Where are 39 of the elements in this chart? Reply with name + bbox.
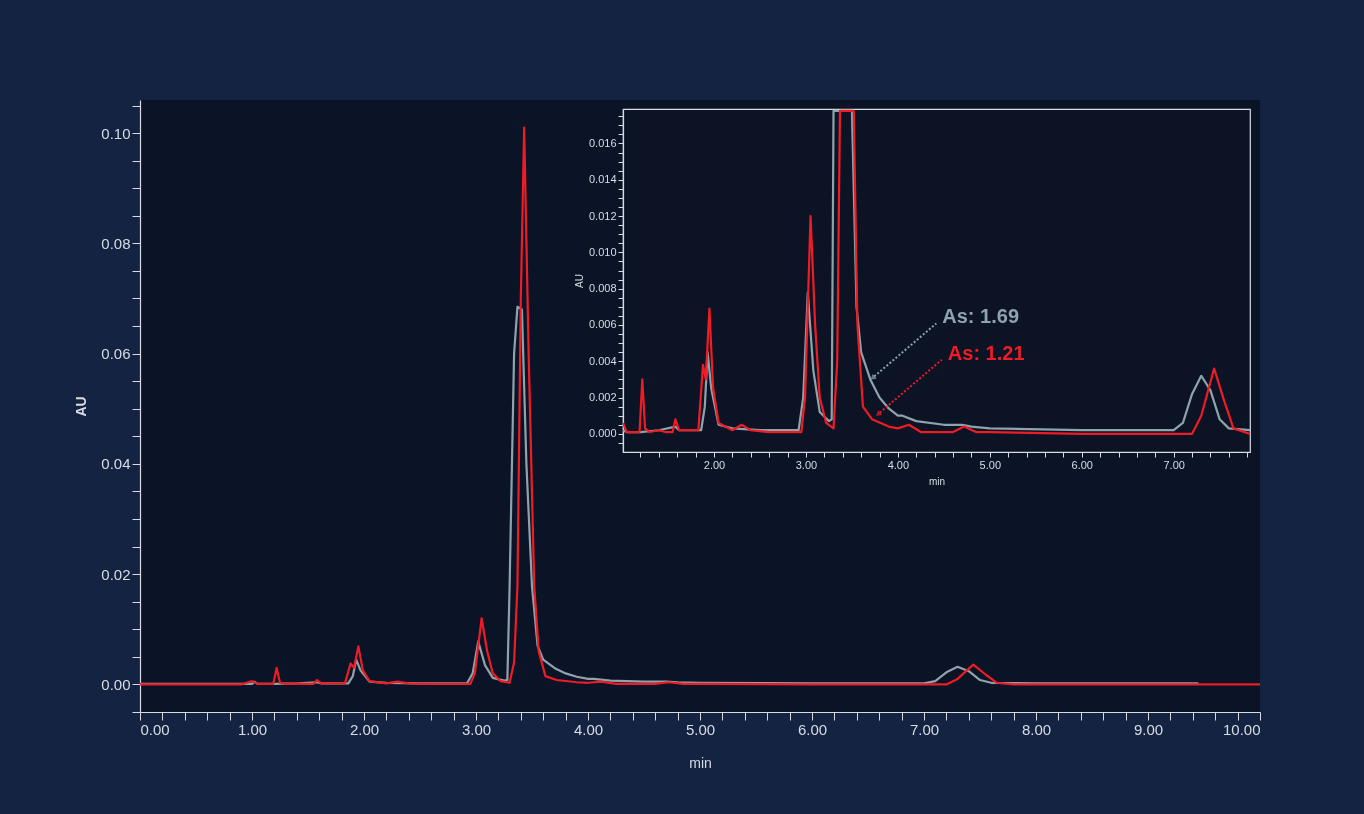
- y-tick-label: 0.010: [588, 245, 617, 258]
- y-tick-label: 0.06: [101, 345, 131, 363]
- x-tick-label: 6.00: [797, 720, 828, 738]
- x-tick-label: 7.00: [1163, 458, 1185, 471]
- y-tick-label: 0.10: [101, 124, 131, 142]
- y-tick-label: 0.016: [588, 136, 617, 149]
- x-axis-title: min: [689, 754, 712, 771]
- y-tick-label: 0.006: [588, 318, 617, 331]
- x-tick-label: 1.00: [237, 720, 268, 738]
- annotation: As: 1.21: [947, 341, 1025, 364]
- line-series: [140, 126, 1260, 686]
- x-tick-label: 3.00: [461, 720, 492, 738]
- x-axis-title: min: [928, 475, 946, 487]
- y-tick-label: 0.08: [101, 234, 131, 252]
- y-tick-label: 0.002: [588, 391, 617, 404]
- x-tick-label: 4.00: [573, 720, 604, 738]
- y-axis-title: AU: [73, 396, 90, 417]
- x-tick-label: 2.00: [349, 720, 380, 738]
- x-tick-label: 2.00: [703, 458, 726, 471]
- x-tick-label: 5.00: [685, 720, 716, 738]
- y-tick-label: 0.012: [588, 209, 617, 222]
- y-tick-label: 0.04: [101, 455, 131, 473]
- x-tick-label: 9.00: [1133, 720, 1164, 738]
- y-axis-title: AU: [573, 274, 585, 288]
- y-tick-label: 0.02: [101, 565, 131, 583]
- x-tick-label: 10.00: [1222, 720, 1261, 738]
- y-tick-label: 0.008: [588, 282, 617, 295]
- y-tick-label: 0.014: [588, 173, 617, 186]
- x-tick-label: 5.00: [979, 458, 1002, 471]
- x-tick-label: 3.00: [795, 458, 818, 471]
- y-tick-label: 0.000: [588, 427, 617, 440]
- x-tick-label: 0.00: [140, 720, 170, 738]
- x-tick-label: 4.00: [887, 458, 910, 471]
- annotation: As: 1.69: [942, 305, 1020, 328]
- x-tick-label: 8.00: [1021, 720, 1052, 738]
- y-tick-label: 0.004: [588, 354, 617, 367]
- x-tick-label: 7.00: [909, 720, 940, 738]
- x-tick-label: 6.00: [1071, 458, 1093, 471]
- y-tick-label: 0.00: [101, 675, 131, 693]
